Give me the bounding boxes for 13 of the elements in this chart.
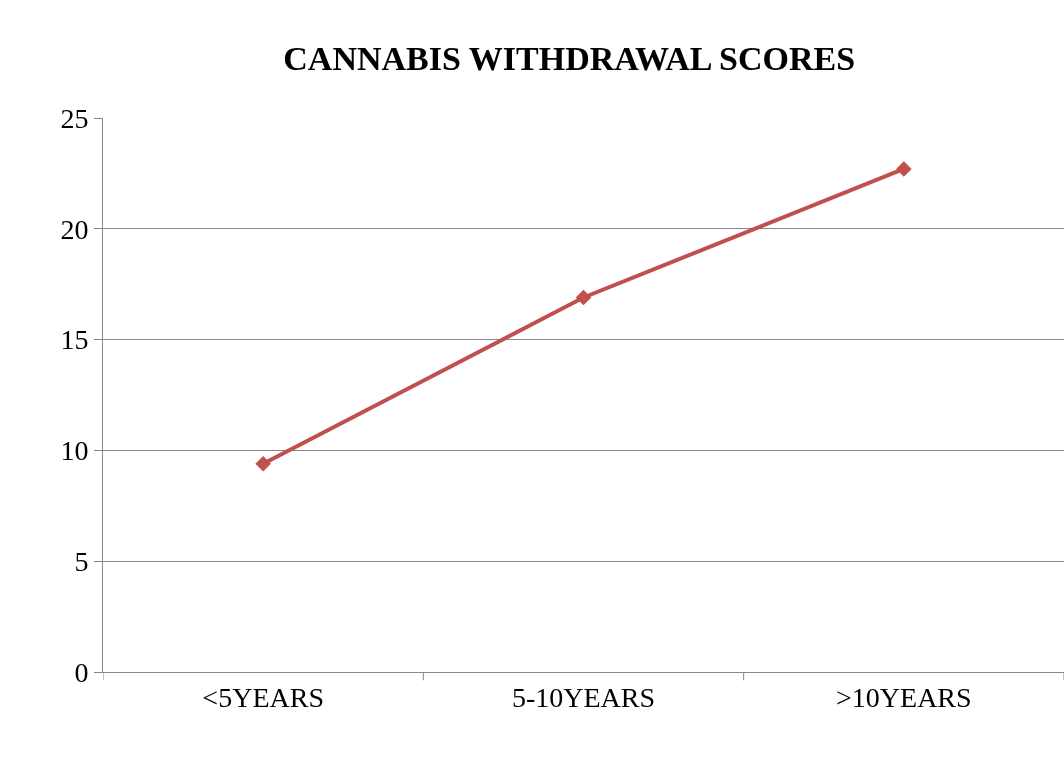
y-tick-label: 15 — [60, 324, 89, 356]
y-tick-label: 25 — [60, 102, 89, 134]
point — [575, 289, 592, 306]
x-tick-label: 5-10YEARS — [511, 681, 656, 713]
y-tick-label: 5 — [74, 546, 89, 577]
chart-title: CANNABIS WITHDRAWAL SCORES — [283, 39, 856, 77]
y-tick-label: 0 — [74, 656, 89, 688]
y-tick-label: 20 — [60, 213, 89, 245]
x-tick-label: >10YEARS — [836, 681, 972, 713]
point — [896, 161, 912, 177]
y-tick-label: 10 — [60, 435, 89, 467]
point — [255, 455, 271, 472]
x-tick-label: <5YEARS — [202, 681, 324, 713]
